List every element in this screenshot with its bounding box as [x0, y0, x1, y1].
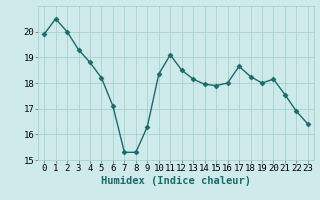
X-axis label: Humidex (Indice chaleur): Humidex (Indice chaleur) — [101, 176, 251, 186]
